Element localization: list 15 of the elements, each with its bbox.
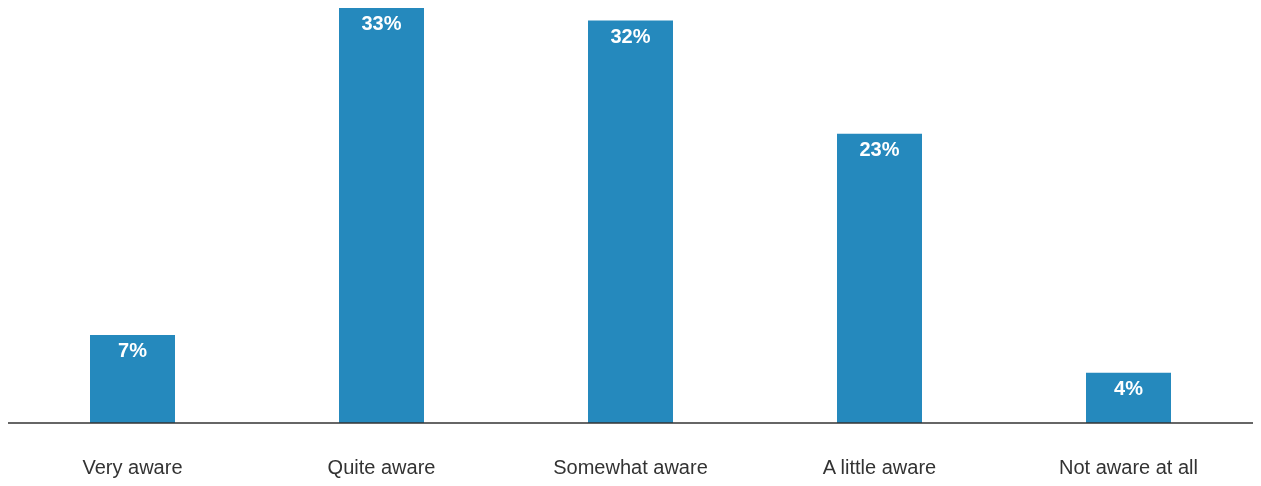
bar [339, 8, 424, 423]
x-tick-label: Not aware at all [1059, 456, 1198, 478]
x-tick-label: Somewhat aware [553, 456, 708, 478]
x-tick-label: Quite aware [327, 456, 436, 478]
data-label: 23% [859, 137, 900, 160]
bar [588, 20, 673, 423]
bar [837, 133, 922, 423]
bar [1086, 372, 1171, 423]
x-tick-label: A little aware [822, 456, 937, 478]
data-label: 32% [610, 24, 651, 47]
bar [90, 334, 175, 423]
data-label: 4% [1114, 376, 1144, 399]
data-label: 33% [361, 12, 402, 35]
data-label: 7% [118, 339, 148, 362]
x-tick-label: Very aware [82, 456, 183, 478]
